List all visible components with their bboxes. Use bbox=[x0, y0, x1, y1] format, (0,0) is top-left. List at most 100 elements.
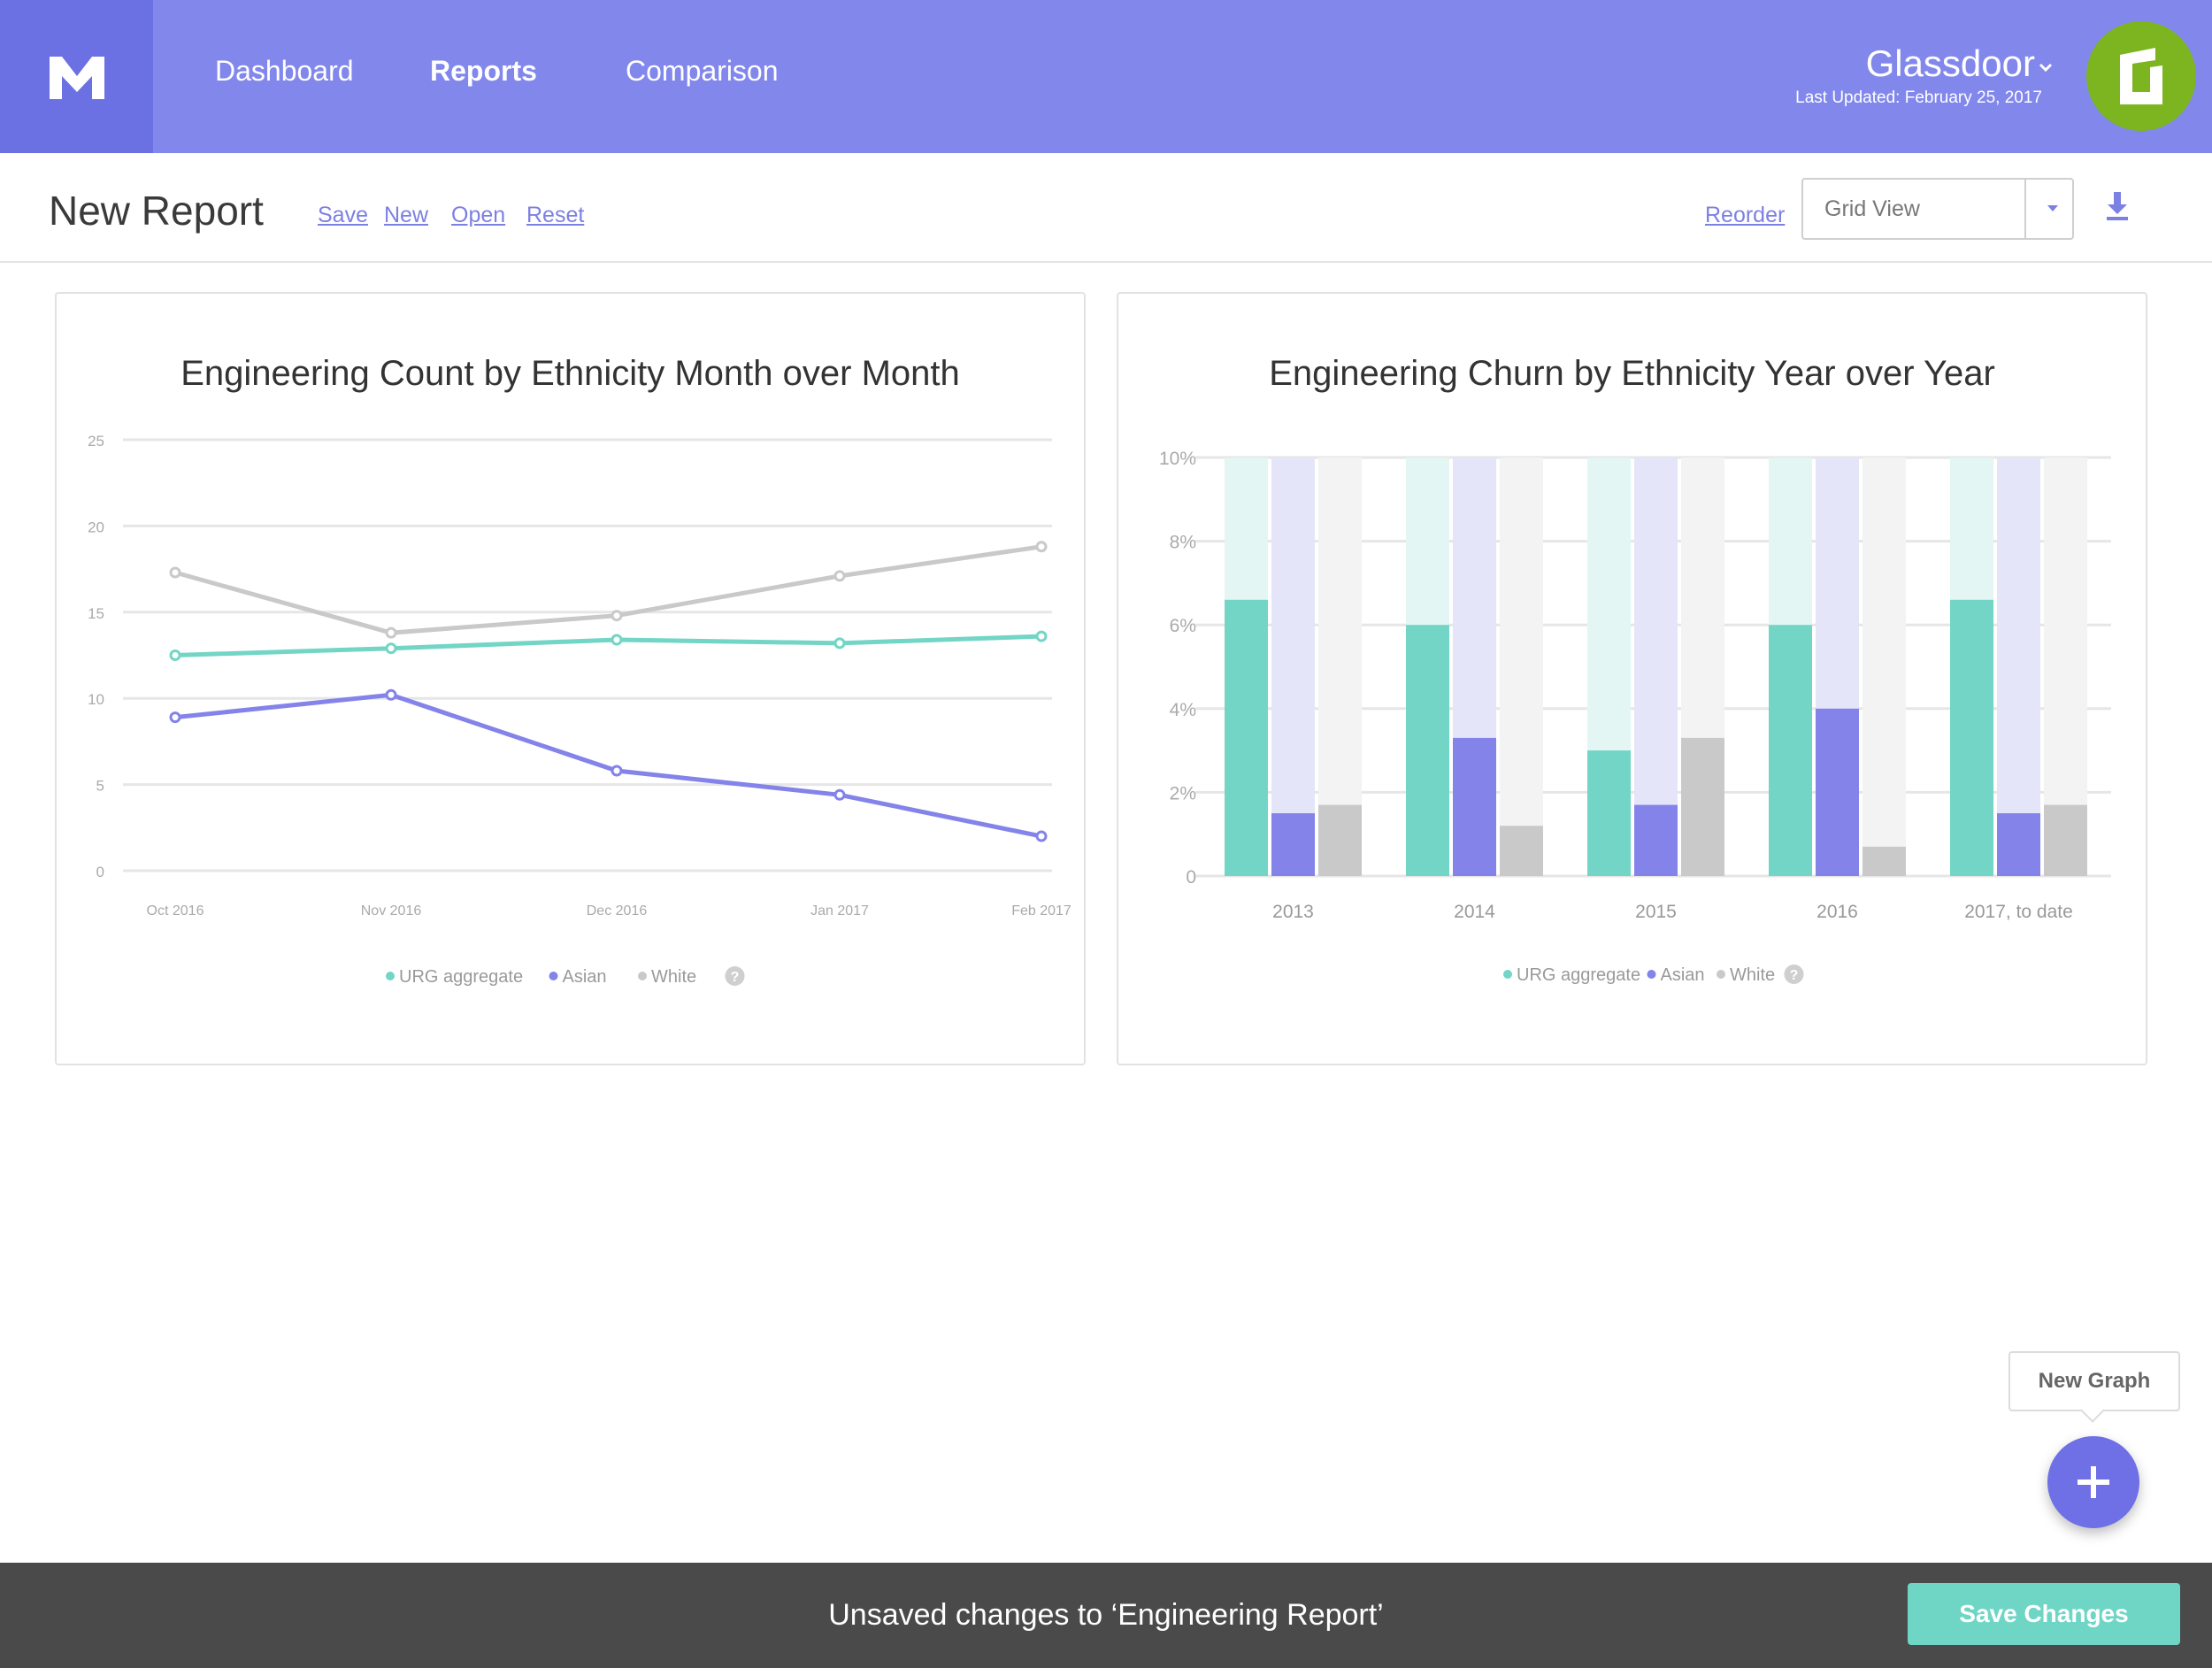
plus-icon bbox=[2078, 1466, 2109, 1498]
series-line bbox=[174, 634, 1042, 657]
bar-background bbox=[1997, 457, 2040, 876]
data-point bbox=[169, 711, 181, 724]
bar bbox=[1950, 599, 1993, 876]
top-nav: Dashboard Reports Comparison Glassdoor L… bbox=[0, 0, 2212, 153]
help-icon bbox=[1784, 965, 1804, 984]
y-tick-label: 15 bbox=[88, 605, 104, 622]
bar-background bbox=[1500, 457, 1543, 876]
m-logo-icon bbox=[49, 56, 104, 99]
y-tick-label: 10 bbox=[88, 691, 104, 708]
data-point bbox=[1035, 541, 1048, 553]
legend-label: White bbox=[651, 967, 696, 987]
line-chart: 25 20 15 10 5 0 Oct 2016 Nov 2016 Dec 2016 Jan 20… bbox=[88, 433, 1071, 987]
y-tick-label: 20 bbox=[88, 519, 104, 535]
glassdoor-logo-icon bbox=[2120, 48, 2162, 104]
chart-title: Engineering Churn by Ethnicity Year over… bbox=[1269, 354, 1995, 393]
data-point bbox=[385, 642, 397, 655]
legend-label: Asian bbox=[1661, 965, 1705, 985]
legend-swatch bbox=[1503, 970, 1512, 979]
x-tick-label: Jan 2017 bbox=[810, 903, 869, 919]
series-line bbox=[174, 692, 1042, 839]
legend-label: Asian bbox=[563, 967, 607, 987]
help-icon-glyph: ? bbox=[1790, 968, 1799, 983]
y-tick-label: 2% bbox=[1170, 783, 1196, 803]
data-point bbox=[611, 765, 623, 777]
app-logo[interactable] bbox=[0, 0, 153, 153]
legend-swatch bbox=[386, 972, 395, 980]
y-tick-label: 6% bbox=[1170, 616, 1196, 636]
data-point bbox=[385, 626, 397, 639]
org-switcher[interactable]: Glassdoor bbox=[1865, 42, 2035, 84]
y-tick-label: 0 bbox=[1186, 867, 1196, 888]
bar-background bbox=[1863, 457, 1906, 876]
nav-comparison[interactable]: Comparison bbox=[626, 55, 779, 87]
save-link[interactable]: Save bbox=[318, 203, 368, 227]
chart-title: Engineering Count by Ethnicity Month ove… bbox=[180, 354, 960, 393]
data-point bbox=[611, 610, 623, 622]
legend-label: URG aggregate bbox=[1517, 965, 1640, 985]
data-point bbox=[385, 688, 397, 701]
help-icon bbox=[725, 966, 745, 986]
bar-background bbox=[1271, 457, 1315, 876]
nav-reports[interactable]: Reports bbox=[430, 55, 537, 87]
bar bbox=[1271, 813, 1315, 876]
x-tick-label: 2014 bbox=[1454, 902, 1495, 922]
y-tick-label: 5 bbox=[96, 778, 104, 795]
series-line bbox=[174, 544, 1042, 635]
unsaved-message: Unsaved changes to ‘Engineering Report’ bbox=[828, 1598, 1384, 1632]
y-tick-label: 25 bbox=[88, 433, 104, 450]
data-point bbox=[1035, 630, 1048, 642]
download-icon[interactable] bbox=[2101, 188, 2133, 224]
unsaved-changes-bar: Unsaved changes to ‘Engineering Report’ … bbox=[0, 1563, 2212, 1668]
caret-down-icon[interactable] bbox=[2042, 197, 2063, 219]
report-toolbar: New Report Save New Open Reset Reorder G… bbox=[0, 153, 2212, 263]
help-icon-glyph: ? bbox=[731, 970, 740, 985]
bar bbox=[1453, 737, 1496, 876]
new-link[interactable]: New bbox=[384, 203, 429, 227]
view-select[interactable]: Grid View bbox=[1801, 178, 2074, 240]
bar bbox=[1500, 826, 1543, 876]
x-tick-label: 2017, to date bbox=[1964, 902, 2073, 922]
view-select-value: Grid View bbox=[1824, 196, 1920, 221]
bar bbox=[1406, 625, 1449, 876]
legend-label: White bbox=[1730, 965, 1775, 985]
last-updated: Last Updated: February 25, 2017 bbox=[1795, 88, 2042, 107]
page-title: New Report bbox=[49, 188, 264, 234]
y-tick-label: 8% bbox=[1170, 533, 1196, 553]
bar bbox=[1997, 813, 2040, 876]
y-tick-label: 0 bbox=[96, 864, 104, 880]
line-chart-card: Engineering Count by Ethnicity Month ove… bbox=[55, 292, 1086, 1065]
view-select-divider bbox=[2024, 180, 2026, 238]
data-point bbox=[833, 570, 846, 582]
bar bbox=[1681, 737, 1724, 876]
legend-swatch bbox=[638, 972, 647, 980]
legend-swatch bbox=[1647, 970, 1656, 979]
x-tick-label: 2013 bbox=[1272, 902, 1314, 922]
bar bbox=[1634, 804, 1678, 876]
x-tick-label: 2015 bbox=[1635, 902, 1677, 922]
legend-swatch bbox=[549, 972, 558, 980]
data-point bbox=[833, 788, 846, 801]
x-tick-label: Feb 2017 bbox=[1011, 903, 1071, 919]
org-avatar[interactable] bbox=[2086, 21, 2196, 131]
bar bbox=[2044, 804, 2087, 876]
chevron-down-icon[interactable] bbox=[2037, 58, 2055, 76]
data-point bbox=[169, 650, 181, 661]
y-tick-label: 10% bbox=[1159, 449, 1196, 469]
data-point bbox=[611, 634, 623, 646]
reset-link[interactable]: Reset bbox=[526, 203, 585, 227]
bar bbox=[1816, 708, 1859, 876]
add-graph-button[interactable] bbox=[2047, 1436, 2139, 1528]
x-tick-label: 2016 bbox=[1816, 902, 1858, 922]
reorder-link[interactable]: Reorder bbox=[1705, 203, 1786, 227]
bar bbox=[1587, 750, 1631, 876]
bar bbox=[1318, 804, 1362, 876]
data-point bbox=[833, 637, 846, 650]
nav-dashboard[interactable]: Dashboard bbox=[215, 55, 354, 87]
bar bbox=[1769, 625, 1812, 876]
open-link[interactable]: Open bbox=[451, 203, 506, 227]
y-tick-label: 4% bbox=[1170, 700, 1196, 720]
save-changes-button[interactable]: Save Changes bbox=[1908, 1583, 2180, 1645]
x-tick-label: Oct 2016 bbox=[147, 903, 204, 919]
bar-chart-card: Engineering Churn by Ethnicity Year over… bbox=[1117, 292, 2147, 1065]
